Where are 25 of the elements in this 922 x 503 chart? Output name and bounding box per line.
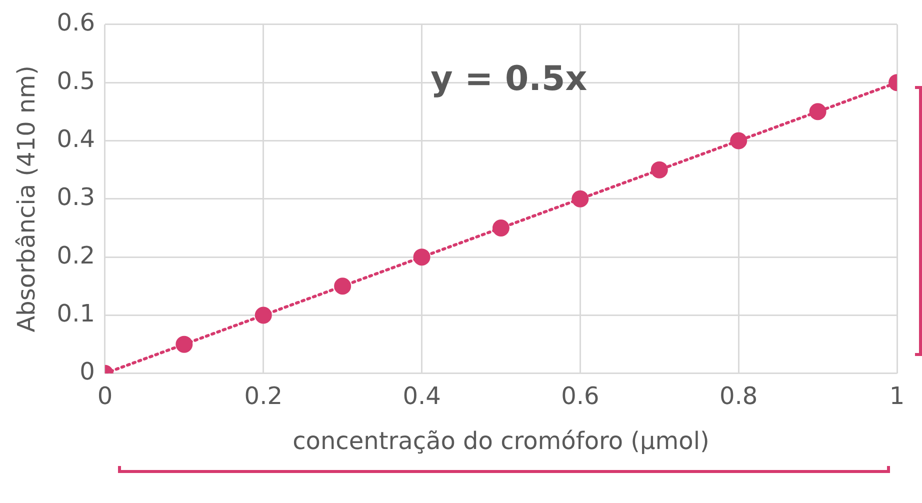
point [650,161,668,178]
y-tick-label: 0.2 [56,241,95,270]
point [334,278,352,295]
y-tick-label: 0.4 [56,124,95,153]
point [492,219,510,236]
point [254,306,272,324]
y-axis-title: Absorbância (410 nm) [12,65,41,332]
y-tick-label: 0.1 [56,299,95,328]
point [176,336,193,353]
point [730,132,748,150]
x-tick-label: 0.8 [720,382,758,410]
x-tick-label: 1 [889,382,905,410]
annotation: y = 0.5x [430,59,588,100]
y-tick-label: 0.6 [56,8,95,37]
y-tick-label: 0 [80,358,95,386]
point [809,103,826,120]
point [572,190,589,208]
y-tick-label: 0.3 [56,183,95,212]
x-tick-label: 0.4 [402,382,441,410]
x-tick-label: 0 [97,382,113,410]
x-axis-title: concentração do cromóforo (μmol) [292,426,710,455]
y-tick-label: 0.5 [56,66,95,95]
x-tick-label: 0.6 [561,382,600,410]
point [413,248,430,266]
x-tick-label: 0.2 [244,382,282,410]
